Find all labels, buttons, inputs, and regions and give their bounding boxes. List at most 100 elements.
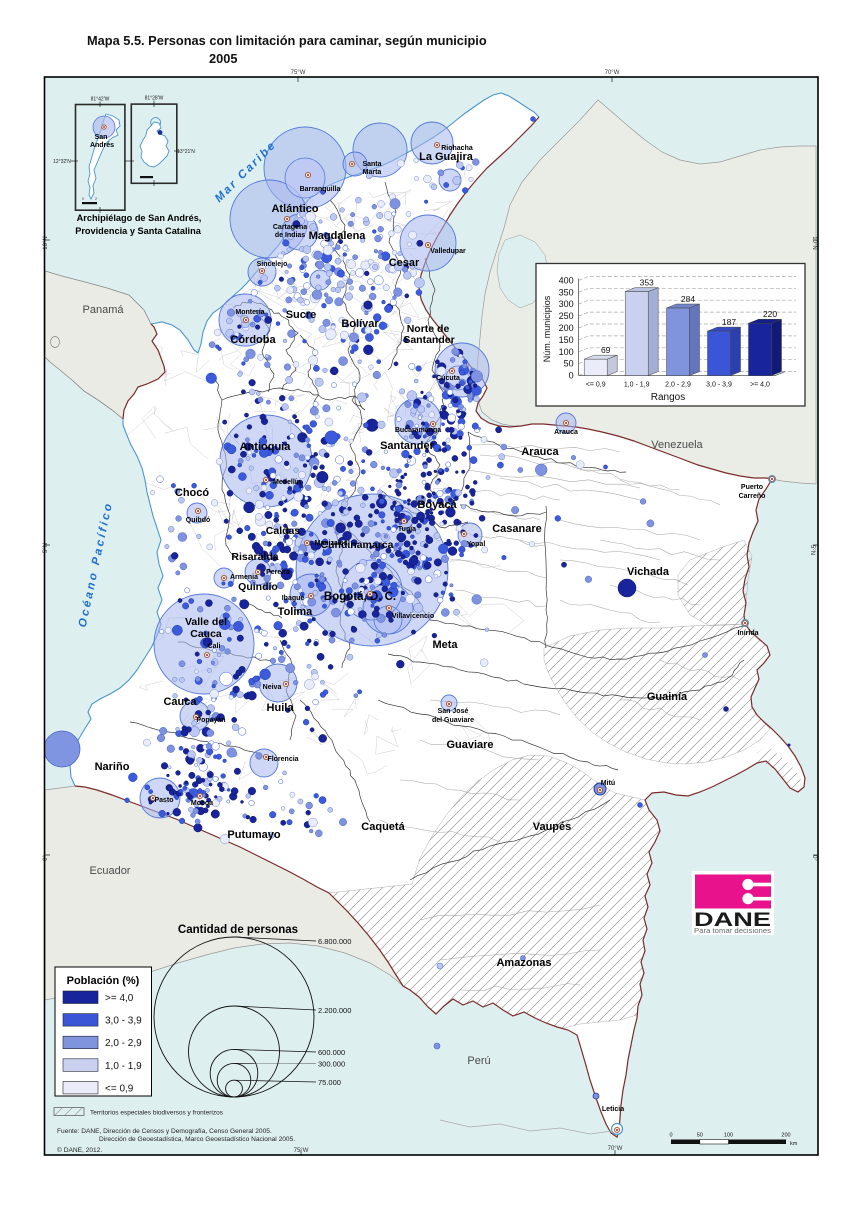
svg-text:1,0 - 1,9: 1,0 - 1,9 (105, 1061, 142, 1072)
svg-text:>= 4,0: >= 4,0 (105, 993, 134, 1004)
svg-text:Cauca: Cauca (163, 696, 197, 708)
svg-text:Casanare: Casanare (492, 523, 542, 535)
svg-text:Vaupés: Vaupés (533, 821, 572, 833)
svg-text:50: 50 (564, 359, 574, 369)
svg-text:Sucre: Sucre (286, 309, 317, 321)
svg-text:<= 0,9: <= 0,9 (105, 1083, 134, 1094)
svg-text:Territorios especiales biodive: Territorios especiales biodiversos y fro… (90, 1110, 224, 1117)
svg-text:Neiva: Neiva (263, 684, 282, 691)
svg-text:Montería: Montería (235, 309, 264, 316)
svg-text:2005: 2005 (209, 51, 237, 66)
svg-text:Norte de: Norte de (407, 323, 450, 335)
svg-text:Barranquilla: Barranquilla (300, 186, 341, 193)
svg-text:Córdoba: Córdoba (230, 334, 276, 346)
svg-text:Caquetá: Caquetá (361, 821, 405, 833)
svg-text:Chocó: Chocó (175, 487, 210, 499)
svg-text:350: 350 (559, 287, 574, 297)
svg-text:Mitú: Mitú (601, 780, 615, 787)
svg-text:Ecuador: Ecuador (90, 865, 131, 877)
svg-text:Nariño: Nariño (95, 761, 130, 773)
svg-text:Caldas: Caldas (266, 525, 301, 537)
svg-text:Bucaramanga: Bucaramanga (395, 427, 441, 434)
svg-text:Santander: Santander (380, 440, 435, 452)
svg-text:Venezuela: Venezuela (651, 439, 703, 451)
svg-text:12°32'N: 12°32'N (53, 159, 71, 165)
svg-text:250: 250 (559, 311, 574, 321)
svg-text:0°: 0° (43, 855, 49, 861)
svg-text:<= 0,9: <= 0,9 (586, 382, 606, 389)
svg-text:187: 187 (722, 317, 736, 327)
svg-text:600.000: 600.000 (318, 1048, 345, 1057)
svg-text:50: 50 (697, 1133, 703, 1139)
svg-text:Villavicencio: Villavicencio (392, 613, 434, 620)
svg-text:Valle del: Valle del (185, 616, 227, 628)
svg-text:Guainía: Guainía (647, 691, 688, 703)
svg-text:220: 220 (763, 309, 777, 319)
svg-text:Marta: Marta (363, 169, 382, 176)
svg-text:Andrés: Andrés (90, 142, 114, 149)
svg-text:200: 200 (781, 1133, 790, 1139)
svg-text:150: 150 (559, 335, 574, 345)
svg-text:Para tomar decisiones: Para tomar decisiones (694, 926, 771, 935)
svg-text:>= 4,0: >= 4,0 (750, 382, 770, 389)
svg-text:Cauca: Cauca (190, 628, 222, 640)
svg-text:70°W: 70°W (608, 1146, 623, 1152)
svg-text:Población (%): Población (%) (67, 975, 140, 987)
svg-text:Quibdó: Quibdó (186, 517, 211, 524)
svg-text:© DANE, 2012.: © DANE, 2012. (57, 1146, 102, 1154)
svg-text:5°N: 5°N (43, 543, 49, 553)
svg-text:La Guajira: La Guajira (419, 151, 474, 163)
svg-text:100: 100 (724, 1133, 733, 1139)
svg-text:Popayán: Popayán (196, 717, 225, 724)
svg-text:Perú: Perú (467, 1055, 490, 1067)
svg-text:Cali: Cali (208, 643, 221, 650)
svg-text:200: 200 (559, 323, 574, 333)
svg-text:Cesar: Cesar (389, 257, 420, 269)
svg-text:Antioquia: Antioquia (240, 441, 292, 453)
svg-text:Pasto: Pasto (154, 797, 173, 804)
svg-text:Armenia: Armenia (230, 574, 258, 581)
svg-text:0: 0 (669, 1133, 672, 1139)
svg-text:Vichada: Vichada (627, 566, 670, 578)
svg-text:13°21'N: 13°21'N (177, 149, 195, 155)
svg-text:Yopal: Yopal (467, 541, 486, 548)
svg-text:Ibagué: Ibagué (282, 595, 305, 602)
svg-text:6.800.000: 6.800.000 (318, 937, 351, 946)
svg-text:1,0 - 1,9: 1,0 - 1,9 (624, 382, 650, 389)
svg-text:Fuente: DANE, Dirección de Cen: Fuente: DANE, Dirección de Censos y Demo… (57, 1128, 272, 1135)
svg-text:70°W: 70°W (605, 70, 620, 76)
svg-text:Arauca: Arauca (554, 429, 578, 436)
svg-text:Santander: Santander (403, 334, 454, 346)
svg-text:300: 300 (559, 299, 574, 309)
svg-text:Riohacha: Riohacha (441, 145, 473, 152)
svg-text:Huila: Huila (267, 702, 295, 714)
svg-text:Magdalena: Magdalena (309, 230, 367, 242)
svg-text:69: 69 (601, 345, 611, 355)
svg-text:353: 353 (640, 278, 654, 288)
svg-text:San José: San José (438, 708, 469, 715)
svg-text:10°N: 10°N (811, 236, 817, 249)
svg-text:3,0 - 3,9: 3,0 - 3,9 (105, 1016, 142, 1027)
svg-text:Medellín: Medellín (273, 479, 301, 486)
svg-text:Amazonas: Amazonas (496, 957, 551, 969)
svg-text:Leticia: Leticia (602, 1106, 624, 1113)
svg-text:0°: 0° (811, 855, 817, 861)
svg-text:Cantidad de personas: Cantidad de personas (178, 924, 298, 936)
svg-text:Putumayo: Putumayo (227, 829, 280, 841)
svg-text:2: 2 (95, 197, 97, 201)
svg-text:Boyacá: Boyacá (417, 499, 457, 511)
svg-text:Rangos: Rangos (651, 392, 685, 403)
svg-text:del Guaviare: del Guaviare (432, 717, 474, 724)
svg-text:Manizales: Manizales (314, 540, 347, 547)
svg-text:75°W: 75°W (291, 70, 306, 76)
svg-text:Cundinamarca: Cundinamarca (321, 539, 394, 551)
svg-text:Carreño: Carreño (739, 493, 766, 500)
svg-text:2,0 - 2,9: 2,0 - 2,9 (105, 1038, 142, 1049)
svg-text:Sincelejo: Sincelejo (257, 261, 288, 268)
svg-text:5°N: 5°N (809, 545, 815, 555)
svg-text:Cartagena: Cartagena (273, 224, 307, 231)
svg-text:0: 0 (82, 197, 84, 201)
svg-text:Santa: Santa (362, 161, 381, 168)
svg-text:100: 100 (559, 347, 574, 357)
svg-text:DANE: DANE (694, 910, 771, 931)
